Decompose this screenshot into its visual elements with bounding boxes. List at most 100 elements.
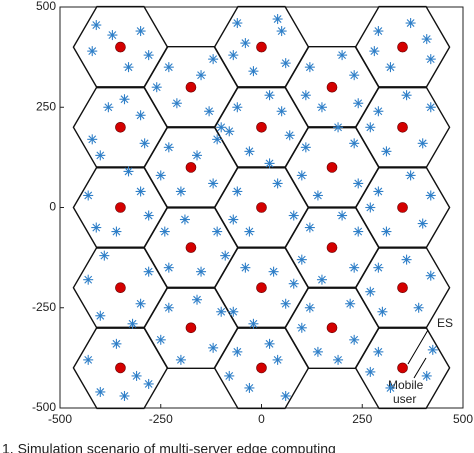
asterisk-stroke bbox=[152, 83, 161, 92]
asterisk-stroke bbox=[156, 171, 165, 180]
asterisk-stroke bbox=[313, 347, 322, 356]
user-point bbox=[111, 226, 122, 237]
asterisk-stroke bbox=[281, 59, 290, 68]
asterisk-stroke bbox=[229, 215, 238, 224]
asterisk-stroke bbox=[233, 347, 242, 356]
asterisk-stroke bbox=[418, 139, 427, 148]
asterisk-stroke bbox=[176, 355, 185, 364]
cell-boundaries bbox=[72, 5, 451, 410]
asterisk-stroke bbox=[350, 71, 359, 80]
asterisk-stroke bbox=[120, 392, 129, 400]
asterisk-stroke bbox=[108, 31, 117, 39]
user-point bbox=[196, 70, 207, 81]
user-point bbox=[123, 166, 134, 177]
es-point bbox=[185, 242, 197, 253]
user-point bbox=[212, 134, 223, 145]
asterisk-stroke bbox=[84, 191, 93, 200]
asterisk-stroke bbox=[92, 223, 101, 232]
asterisk-stroke bbox=[301, 143, 310, 152]
es-point bbox=[397, 362, 408, 374]
es-point bbox=[256, 362, 267, 374]
asterisk-stroke bbox=[112, 339, 121, 348]
asterisk-stroke bbox=[136, 27, 145, 35]
user-point bbox=[304, 302, 315, 313]
user-point bbox=[135, 186, 146, 197]
user-point bbox=[381, 146, 392, 157]
asterisk-stroke bbox=[225, 371, 234, 380]
asterisk-stroke bbox=[402, 255, 411, 264]
user-point bbox=[401, 90, 412, 101]
user-point bbox=[337, 210, 348, 221]
es-point bbox=[115, 41, 126, 53]
asterisk-stroke bbox=[245, 147, 254, 156]
x-tick-label: -250 bbox=[149, 412, 173, 426]
user-point bbox=[163, 262, 174, 273]
asterisk-stroke bbox=[318, 275, 326, 284]
asterisk-stroke bbox=[88, 135, 97, 144]
asterisk-stroke bbox=[406, 19, 415, 27]
asterisk-stroke bbox=[176, 187, 185, 196]
asterisk-stroke bbox=[181, 215, 189, 224]
user-point bbox=[300, 90, 311, 101]
asterisk-stroke bbox=[269, 267, 278, 276]
annotation-arrow bbox=[407, 329, 429, 365]
user-point bbox=[365, 122, 376, 133]
user-point bbox=[99, 250, 110, 261]
asterisk-stroke bbox=[84, 275, 93, 284]
user-point bbox=[413, 302, 424, 313]
asterisk-stroke bbox=[338, 51, 347, 60]
user-point bbox=[127, 318, 138, 329]
user-point bbox=[228, 214, 239, 225]
user-point bbox=[349, 70, 360, 81]
asterisk-stroke bbox=[366, 123, 375, 132]
asterisk-stroke bbox=[100, 251, 109, 260]
asterisk-stroke bbox=[285, 131, 294, 140]
user-point bbox=[208, 54, 219, 65]
x-tick-label: 0 bbox=[258, 412, 265, 426]
asterisk-stroke bbox=[289, 279, 298, 288]
asterisk-stroke bbox=[422, 35, 431, 44]
asterisk-stroke bbox=[366, 203, 375, 212]
user-point bbox=[272, 354, 283, 365]
asterisk-stroke bbox=[374, 187, 383, 196]
user-point bbox=[135, 26, 146, 37]
asterisk-stroke bbox=[128, 319, 137, 328]
asterisk-stroke bbox=[144, 211, 153, 220]
user-point bbox=[276, 106, 287, 117]
asterisk-stroke bbox=[136, 299, 145, 308]
asterisk-stroke bbox=[382, 147, 391, 156]
user-point bbox=[401, 254, 412, 265]
user-point bbox=[143, 210, 154, 221]
user-point bbox=[296, 322, 307, 333]
asterisk-stroke bbox=[426, 103, 435, 112]
annotation: ES bbox=[437, 316, 453, 330]
user-point bbox=[163, 62, 174, 73]
user-point bbox=[280, 298, 291, 309]
asterisk-stroke bbox=[156, 335, 165, 344]
asterisk-stroke bbox=[225, 127, 234, 136]
user-point bbox=[405, 170, 416, 181]
user-point bbox=[151, 82, 162, 93]
user-point bbox=[373, 26, 384, 37]
asterisk-stroke bbox=[160, 227, 169, 236]
user-point bbox=[425, 102, 436, 113]
asterisk-stroke bbox=[301, 91, 310, 100]
user-point bbox=[204, 106, 215, 117]
user-point bbox=[119, 390, 130, 401]
asterisk-stroke bbox=[305, 223, 314, 232]
asterisk-stroke bbox=[281, 392, 290, 400]
user-point bbox=[425, 270, 436, 281]
user-point bbox=[272, 14, 283, 25]
asterisk-stroke bbox=[233, 103, 242, 112]
asterisk-stroke bbox=[241, 39, 250, 48]
user-point bbox=[300, 142, 311, 153]
user-point bbox=[312, 346, 323, 357]
user-point bbox=[95, 150, 106, 161]
asterisk-stroke bbox=[245, 384, 254, 392]
asterisk-stroke bbox=[217, 123, 226, 132]
y-tick-label: 0 bbox=[49, 200, 56, 214]
user-point bbox=[264, 158, 275, 169]
asterisk-stroke bbox=[213, 135, 222, 144]
annotation: user bbox=[393, 392, 416, 406]
asterisk-stroke bbox=[277, 107, 286, 116]
